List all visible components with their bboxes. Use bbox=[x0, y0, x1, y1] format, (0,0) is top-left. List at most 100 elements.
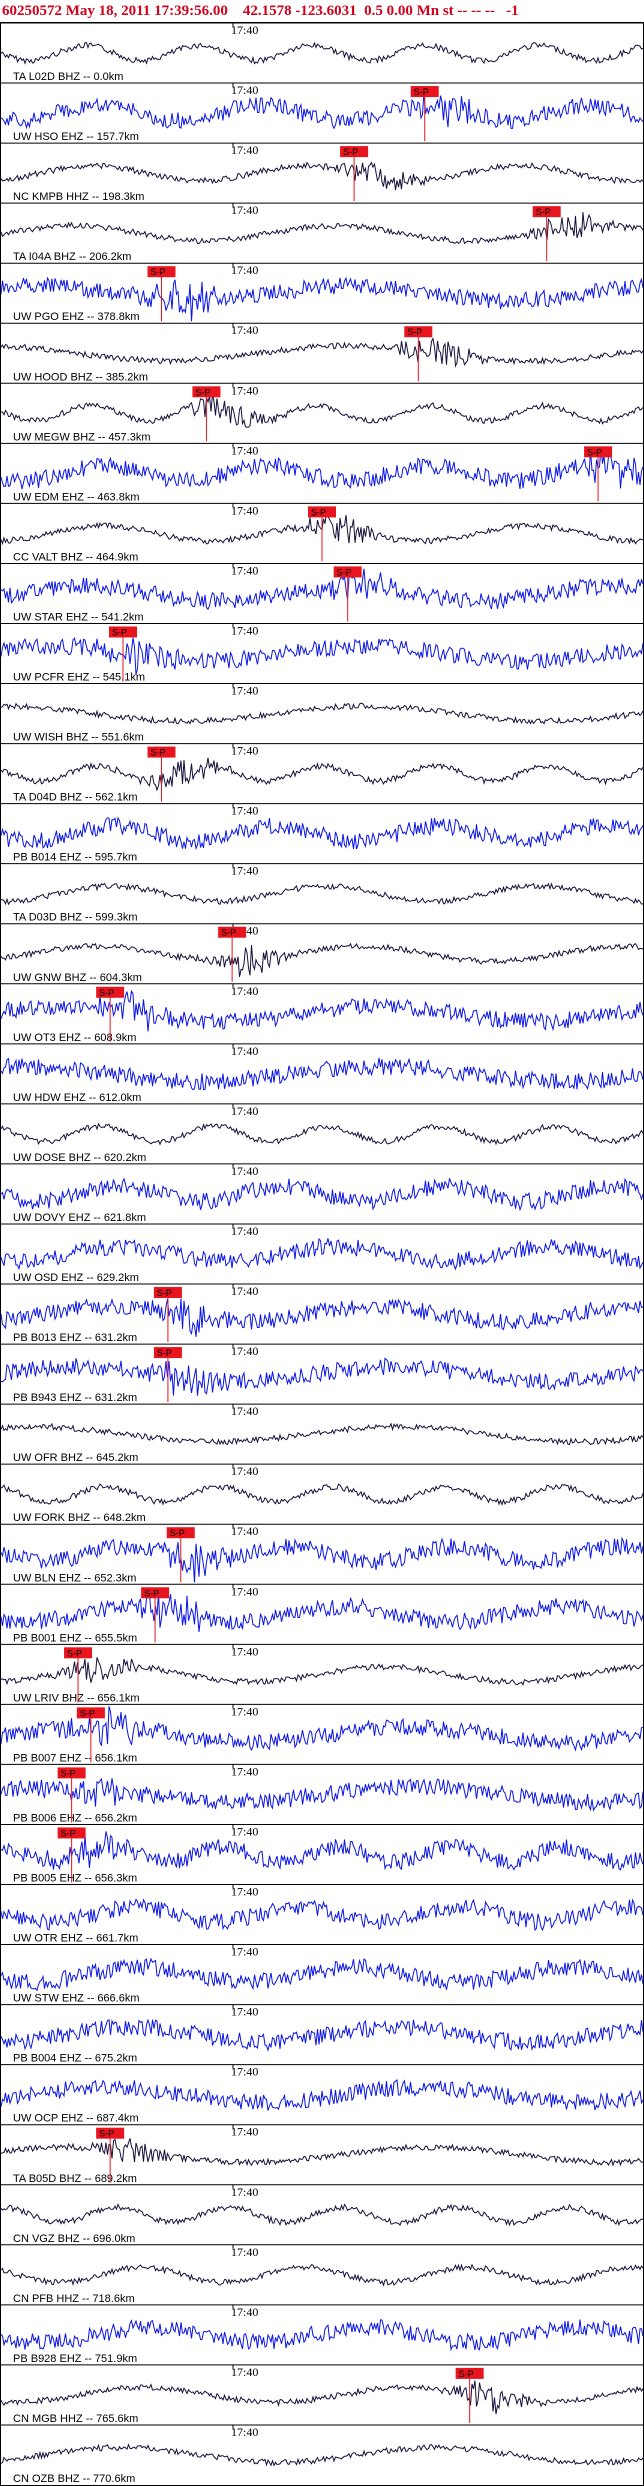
station-label: CN VGZ BHZ -- 696.0km bbox=[13, 2233, 135, 2245]
trace-row: 17:40 PB B013 EHZ -- 631.2km S-P bbox=[1, 1283, 643, 1344]
pick-label: S-P bbox=[80, 1708, 95, 1718]
station-label: UW BLN EHZ -- 652.3km bbox=[13, 1572, 136, 1584]
trace-row: 17:40 UW HOOD BHZ -- 385.2km S-P bbox=[1, 322, 643, 383]
time-tick-label: 17:40 bbox=[231, 1284, 258, 1298]
pick-label: S-P bbox=[536, 207, 551, 217]
station-label: PB B004 EHZ -- 675.2km bbox=[13, 2053, 137, 2065]
time-tick-label: 17:40 bbox=[231, 1644, 258, 1658]
trace-row: 17:40 UW PCFR EHZ -- 545.1km S-P bbox=[1, 622, 643, 684]
trace-row: 17:40 UW HSO EHZ -- 157.7km S-P bbox=[1, 82, 643, 143]
trace-row: 17:40 PB B004 EHZ -- 675.2km bbox=[1, 2004, 643, 2065]
pick-label: S-P bbox=[151, 267, 166, 277]
station-label: PB B013 EHZ -- 631.2km bbox=[13, 1332, 137, 1344]
station-label: TA I04A BHZ -- 206.2km bbox=[13, 251, 131, 263]
waveform-line bbox=[1, 1898, 643, 1932]
pick-label: S-P bbox=[99, 2129, 114, 2139]
station-label: CN OZB BHZ -- 770.6km bbox=[13, 2473, 135, 2485]
waveform-line bbox=[1, 1057, 643, 1091]
pick-box bbox=[218, 926, 247, 938]
trace-row: 17:40 UW FORK BHZ -- 648.2km bbox=[1, 1463, 643, 1524]
waveform-line bbox=[1, 1777, 643, 1812]
waveform-line bbox=[1, 816, 643, 851]
pick-label: S-P bbox=[99, 988, 114, 998]
waveform-line bbox=[1, 2079, 643, 2111]
waveform-line bbox=[1, 2380, 643, 2415]
station-label: UW LRIV BHZ -- 656.1km bbox=[13, 1692, 140, 1704]
trace-row: 17:40 PB B001 EHZ -- 655.5km S-P bbox=[1, 1583, 643, 1644]
station-label: UW FORK BHZ -- 648.2km bbox=[13, 1512, 146, 1524]
waveform-line bbox=[1, 1593, 643, 1632]
trace-row: 17:40 PB B943 EHZ -- 631.2km S-P bbox=[1, 1343, 643, 1404]
waveform-line bbox=[1, 212, 643, 245]
pick-label: S-P bbox=[67, 1648, 82, 1658]
trace-row: 17:40 UW HDW EHZ -- 612.0km bbox=[1, 1043, 643, 1104]
trace-row: 17:40 UW STAR EHZ -- 541.2km S-P bbox=[1, 562, 643, 623]
waveform-line bbox=[1, 91, 643, 130]
pick-label: S-P bbox=[157, 1348, 172, 1358]
waveform-line bbox=[1, 2138, 643, 2167]
station-label: UW DOSE BHZ -- 620.2km bbox=[13, 1152, 146, 1164]
trace-row: 17:40 UW DOSE BHZ -- 620.2km bbox=[1, 1103, 643, 1164]
waveform-line bbox=[1, 161, 643, 191]
pick-box bbox=[192, 386, 221, 398]
pick-box bbox=[340, 146, 369, 158]
waveform-line bbox=[1, 1238, 643, 1271]
waveform-line bbox=[1, 882, 643, 906]
trace-row: 17:40 UW DOVY EHZ -- 621.8km bbox=[1, 1163, 643, 1224]
time-tick-label: 17:40 bbox=[231, 1764, 258, 1778]
pick-box bbox=[404, 326, 433, 338]
pick-label: S-P bbox=[221, 928, 236, 938]
pick-box bbox=[153, 1347, 182, 1359]
waveform-line bbox=[1, 942, 643, 977]
time-tick-label: 17:40 bbox=[231, 744, 258, 758]
waveform-line bbox=[1, 637, 643, 675]
pick-box bbox=[410, 86, 439, 98]
time-tick-label: 17:40 bbox=[231, 1885, 258, 1899]
time-tick-label: 17:40 bbox=[231, 323, 258, 337]
station-label: PB B007 EHZ -- 656.1km bbox=[13, 1752, 137, 1764]
pick-label: S-P bbox=[61, 1828, 76, 1838]
pick-label: S-P bbox=[195, 387, 210, 397]
pick-box bbox=[76, 1707, 105, 1719]
seismogram-panel: 17:40 TA L02D BHZ -- 0.0km 17:40 UW HSO EHZ… bbox=[0, 22, 644, 2486]
waveform-line bbox=[1, 2443, 643, 2467]
waveform-line bbox=[1, 2319, 643, 2352]
trace-row: 17:40 CN MGB HHZ -- 765.6km S-P bbox=[1, 2364, 643, 2425]
trace-row: 17:40 UW WISH BHZ -- 551.6km bbox=[1, 683, 643, 744]
trace-row: 17:40 TA B05D BHZ -- 689.2km S-P bbox=[1, 2124, 643, 2185]
waveform-line bbox=[1, 1122, 643, 1146]
pick-label: S-P bbox=[170, 1528, 185, 1538]
time-tick-label: 17:40 bbox=[231, 1464, 258, 1478]
time-tick-label: 17:40 bbox=[231, 1104, 258, 1118]
time-tick-label: 17:40 bbox=[231, 1044, 258, 1058]
time-tick-label: 17:40 bbox=[231, 2185, 258, 2199]
waveform-line bbox=[1, 276, 643, 322]
waveform-line bbox=[1, 568, 643, 611]
station-label: PB B943 EHZ -- 631.2km bbox=[13, 1392, 137, 1404]
pick-box bbox=[57, 1827, 86, 1839]
pick-label: S-P bbox=[587, 447, 602, 457]
waveform-line bbox=[1, 1657, 643, 1686]
pick-box bbox=[166, 1527, 195, 1539]
waveform-line bbox=[1, 1957, 643, 1992]
station-label: UW HDW EHZ -- 612.0km bbox=[13, 1092, 141, 1104]
station-label: TA D03D BHZ -- 599.3km bbox=[13, 912, 138, 924]
pick-label: S-P bbox=[61, 1768, 76, 1778]
waveform-line bbox=[1, 41, 643, 65]
station-label: UW EDM EHZ -- 463.8km bbox=[13, 491, 140, 503]
trace-row: 17:40 PB B007 EHZ -- 656.1km S-P bbox=[1, 1703, 643, 1764]
seismogram-plot: 17:40 TA L02D BHZ -- 0.0km 17:40 UW HSO EHZ… bbox=[1, 23, 643, 2485]
pick-label: S-P bbox=[311, 507, 326, 517]
time-tick-label: 17:40 bbox=[231, 2245, 258, 2259]
trace-row: 17:40 CN PFB HHZ -- 718.6km bbox=[1, 2244, 643, 2305]
station-label: UW OSD EHZ -- 629.2km bbox=[13, 1272, 139, 1284]
station-label: UW OT3 EHZ -- 608.9km bbox=[13, 1032, 136, 1044]
station-label: UW OTR EHZ -- 661.7km bbox=[13, 1933, 138, 1945]
waveform-line bbox=[1, 337, 643, 368]
waveform-line bbox=[1, 702, 643, 725]
time-tick-label: 17:40 bbox=[231, 804, 258, 818]
time-tick-label: 17:40 bbox=[231, 1524, 258, 1538]
time-tick-label: 17:40 bbox=[231, 1224, 258, 1238]
pick-label: S-P bbox=[337, 567, 352, 577]
time-tick-label: 17:40 bbox=[231, 563, 258, 577]
